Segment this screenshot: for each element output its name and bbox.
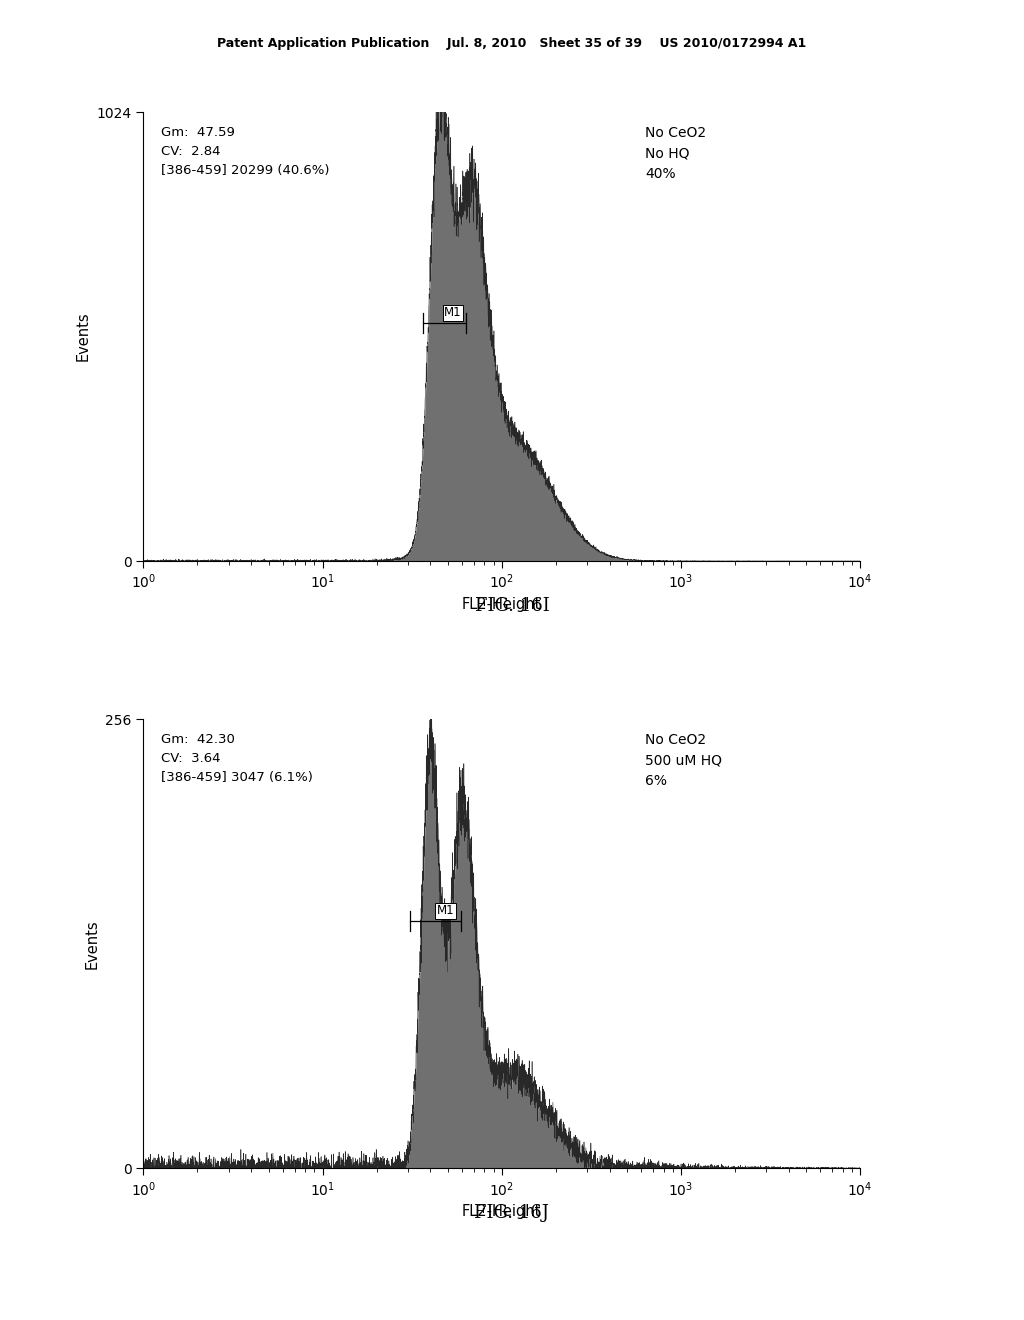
Text: No CeO2
500 uM HQ
6%: No CeO2 500 uM HQ 6%	[645, 733, 722, 788]
Text: Gm:  42.30
CV:  3.64
[386-459] 3047 (6.1%): Gm: 42.30 CV: 3.64 [386-459] 3047 (6.1%)	[162, 733, 313, 784]
Text: FIG. 16I: FIG. 16I	[475, 597, 549, 615]
Text: M1: M1	[436, 904, 455, 917]
Y-axis label: Events: Events	[76, 312, 91, 362]
Y-axis label: Events: Events	[85, 919, 99, 969]
X-axis label: FL2-Height: FL2-Height	[462, 597, 542, 612]
Text: FIG. 16J: FIG. 16J	[474, 1204, 550, 1222]
Text: M1: M1	[444, 306, 462, 319]
Text: Patent Application Publication    Jul. 8, 2010   Sheet 35 of 39    US 2010/01729: Patent Application Publication Jul. 8, 2…	[217, 37, 807, 50]
Text: Gm:  47.59
CV:  2.84
[386-459] 20299 (40.6%): Gm: 47.59 CV: 2.84 [386-459] 20299 (40.6…	[162, 125, 330, 177]
Text: No CeO2
No HQ
40%: No CeO2 No HQ 40%	[645, 125, 707, 181]
X-axis label: FL2-Height: FL2-Height	[462, 1204, 542, 1220]
